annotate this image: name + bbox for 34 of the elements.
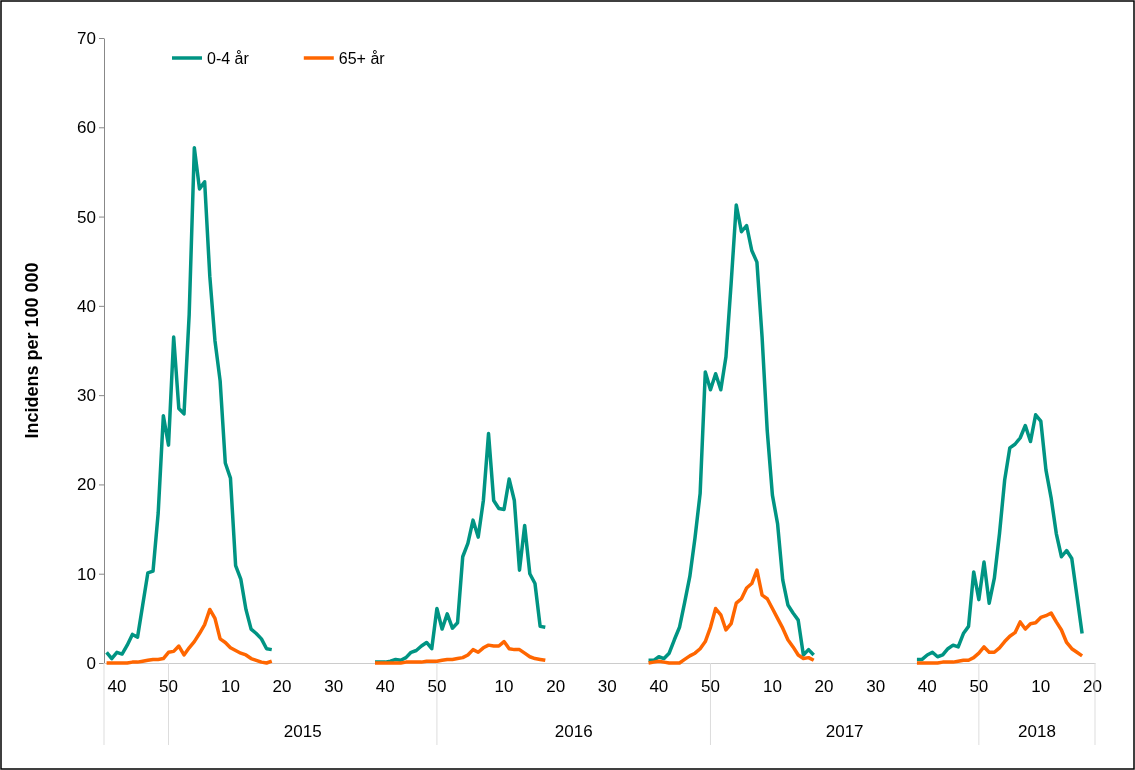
x-tick-label: 20 — [1082, 676, 1102, 696]
y-axis-title: Incidens per 100 000 — [22, 262, 42, 439]
y-tick-label: 20 — [77, 475, 96, 495]
y-tick-label: 40 — [77, 296, 96, 316]
x-tick-label: 30 — [324, 676, 344, 696]
x-tick-label: 30 — [597, 676, 617, 696]
text: 2018 — [1018, 722, 1056, 741]
y-tick-label: 30 — [77, 386, 96, 406]
x-tick-label: 50 — [427, 676, 447, 696]
text: 2016 — [554, 722, 593, 741]
x-tick-label: 40 — [375, 676, 395, 696]
legend-label: 0-4 år — [207, 50, 250, 67]
x-tick-label: 20 — [546, 676, 566, 696]
x-tick-label: 40 — [649, 676, 669, 696]
x-tick-label: 40 — [107, 676, 127, 696]
x-tick-label: 30 — [866, 676, 886, 696]
x-tick-label: 10 — [220, 676, 240, 696]
legend-label: 65+ år — [338, 50, 386, 67]
x-tick-label: 50 — [701, 676, 720, 696]
text: 2017 — [825, 722, 864, 741]
x-tick-label: 20 — [814, 676, 834, 696]
y-tick-label: 50 — [77, 207, 96, 227]
x-tick-label: 40 — [917, 676, 937, 696]
x-tick-label: 50 — [969, 676, 989, 696]
x-tick-label: 10 — [494, 676, 514, 696]
x-tick-label: 50 — [159, 676, 178, 696]
y-tick-label: 0 — [86, 653, 96, 673]
x-tick-label: 10 — [1031, 676, 1051, 696]
y-tick-label: 10 — [77, 564, 96, 584]
x-tick-label: 20 — [272, 676, 292, 696]
x-tick-label: 10 — [762, 676, 782, 696]
y-tick-label: 70 — [77, 28, 96, 48]
y-tick-label: 60 — [77, 118, 96, 138]
text: 2015 — [283, 722, 322, 741]
